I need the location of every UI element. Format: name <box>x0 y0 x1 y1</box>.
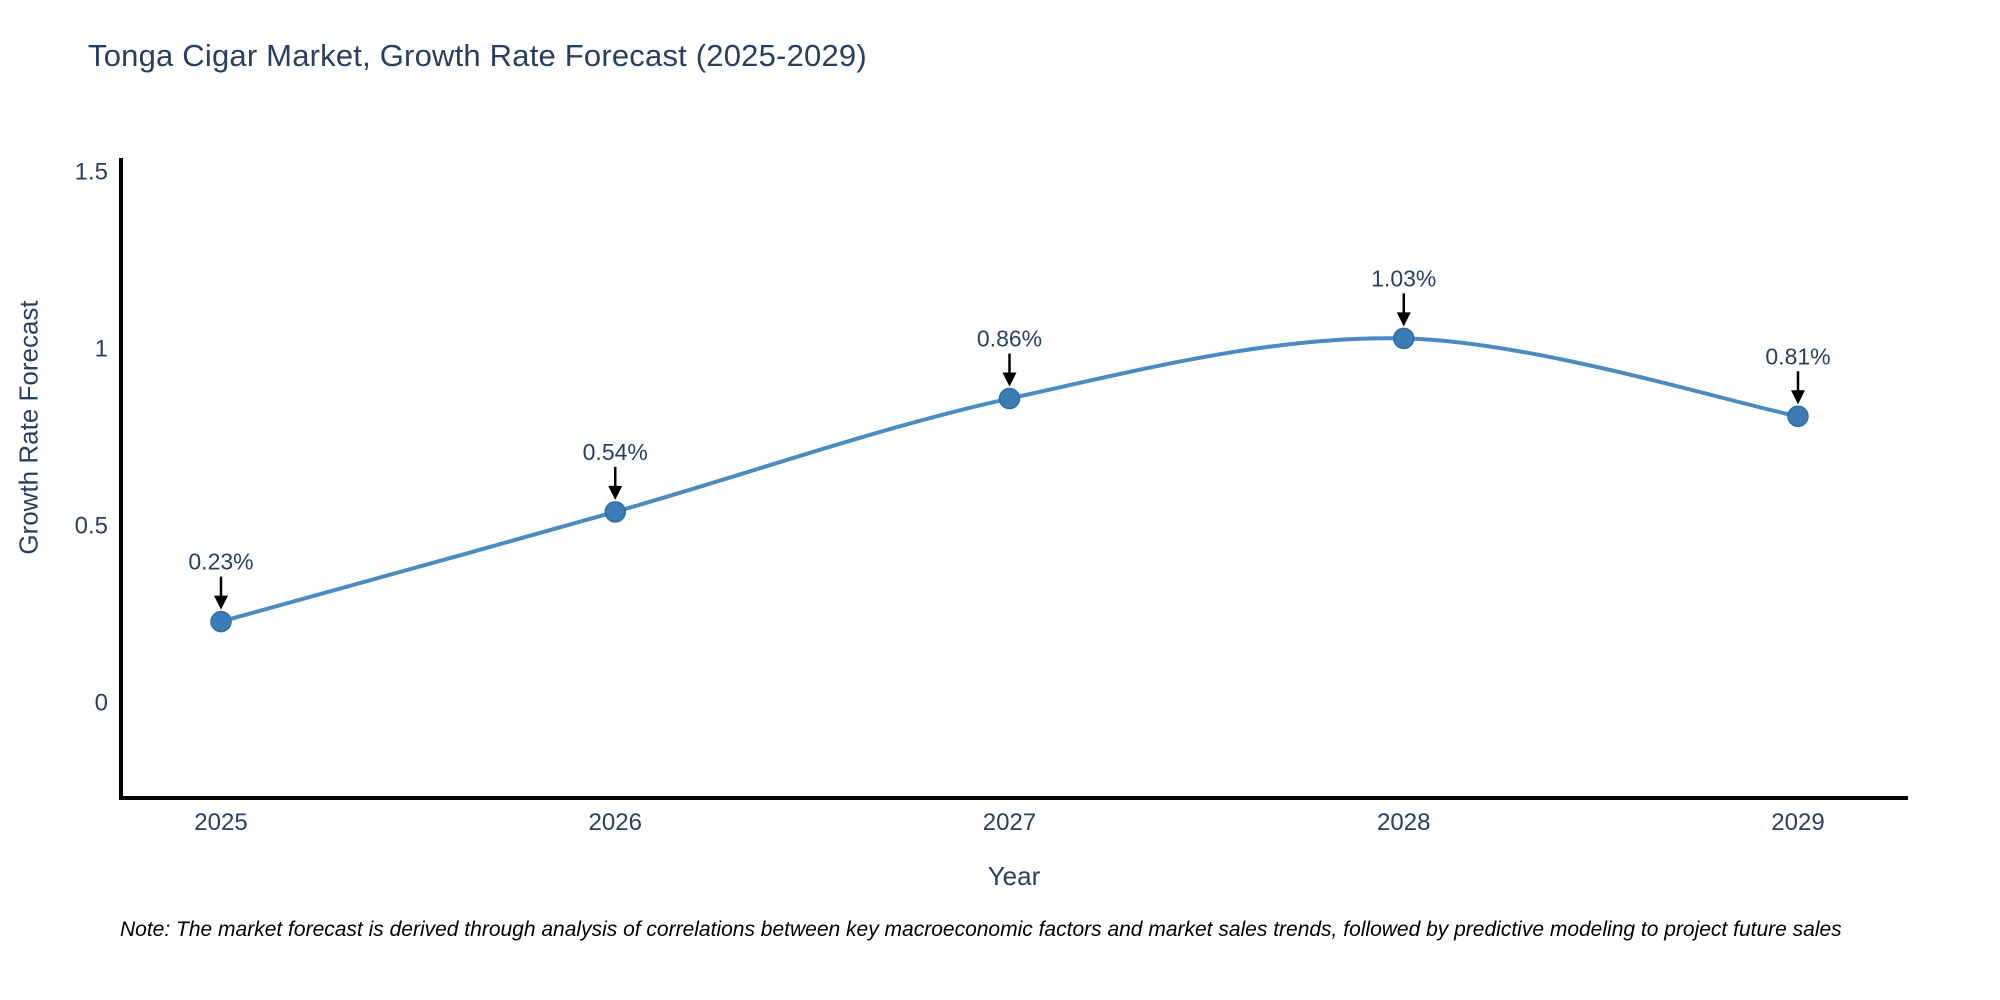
point-value-label: 0.23% <box>188 549 253 575</box>
y-tick-label: 0.5 <box>75 513 108 540</box>
annotation-arrow-head <box>1002 372 1017 387</box>
y-tick-label: 0 <box>95 690 108 717</box>
point-value-label: 0.86% <box>977 326 1042 352</box>
x-tick-label: 2025 <box>194 809 247 836</box>
y-axis-title: Growth Rate Forecast <box>13 300 44 555</box>
point-marker <box>1393 327 1415 350</box>
point-marker <box>1787 405 1809 428</box>
x-tick-label: 2029 <box>1771 809 1824 836</box>
x-tick-label: 2027 <box>983 809 1036 836</box>
x-tick-label: 2028 <box>1377 809 1430 836</box>
annotation-arrow-head <box>1791 390 1805 405</box>
y-tick-label: 1.5 <box>75 159 108 186</box>
annotation-arrow-head <box>1396 312 1411 327</box>
point-value-label: 0.54% <box>583 439 648 465</box>
point-value-label: 1.03% <box>1371 265 1436 291</box>
point-marker <box>604 501 626 523</box>
annotation-arrow-head <box>608 485 623 500</box>
chart-note: Note: The market forecast is derived thr… <box>120 918 1842 941</box>
point-marker <box>210 610 232 633</box>
x-axis-title: Year <box>987 861 1041 891</box>
point-marker <box>998 387 1021 410</box>
chart-title: Tonga Cigar Market, Growth Rate Forecast… <box>88 38 867 73</box>
point-value-label: 0.81% <box>1765 343 1830 369</box>
y-tick-label: 1 <box>95 336 108 363</box>
x-tick-label: 2026 <box>589 809 642 836</box>
annotation-arrow-head <box>214 595 228 610</box>
